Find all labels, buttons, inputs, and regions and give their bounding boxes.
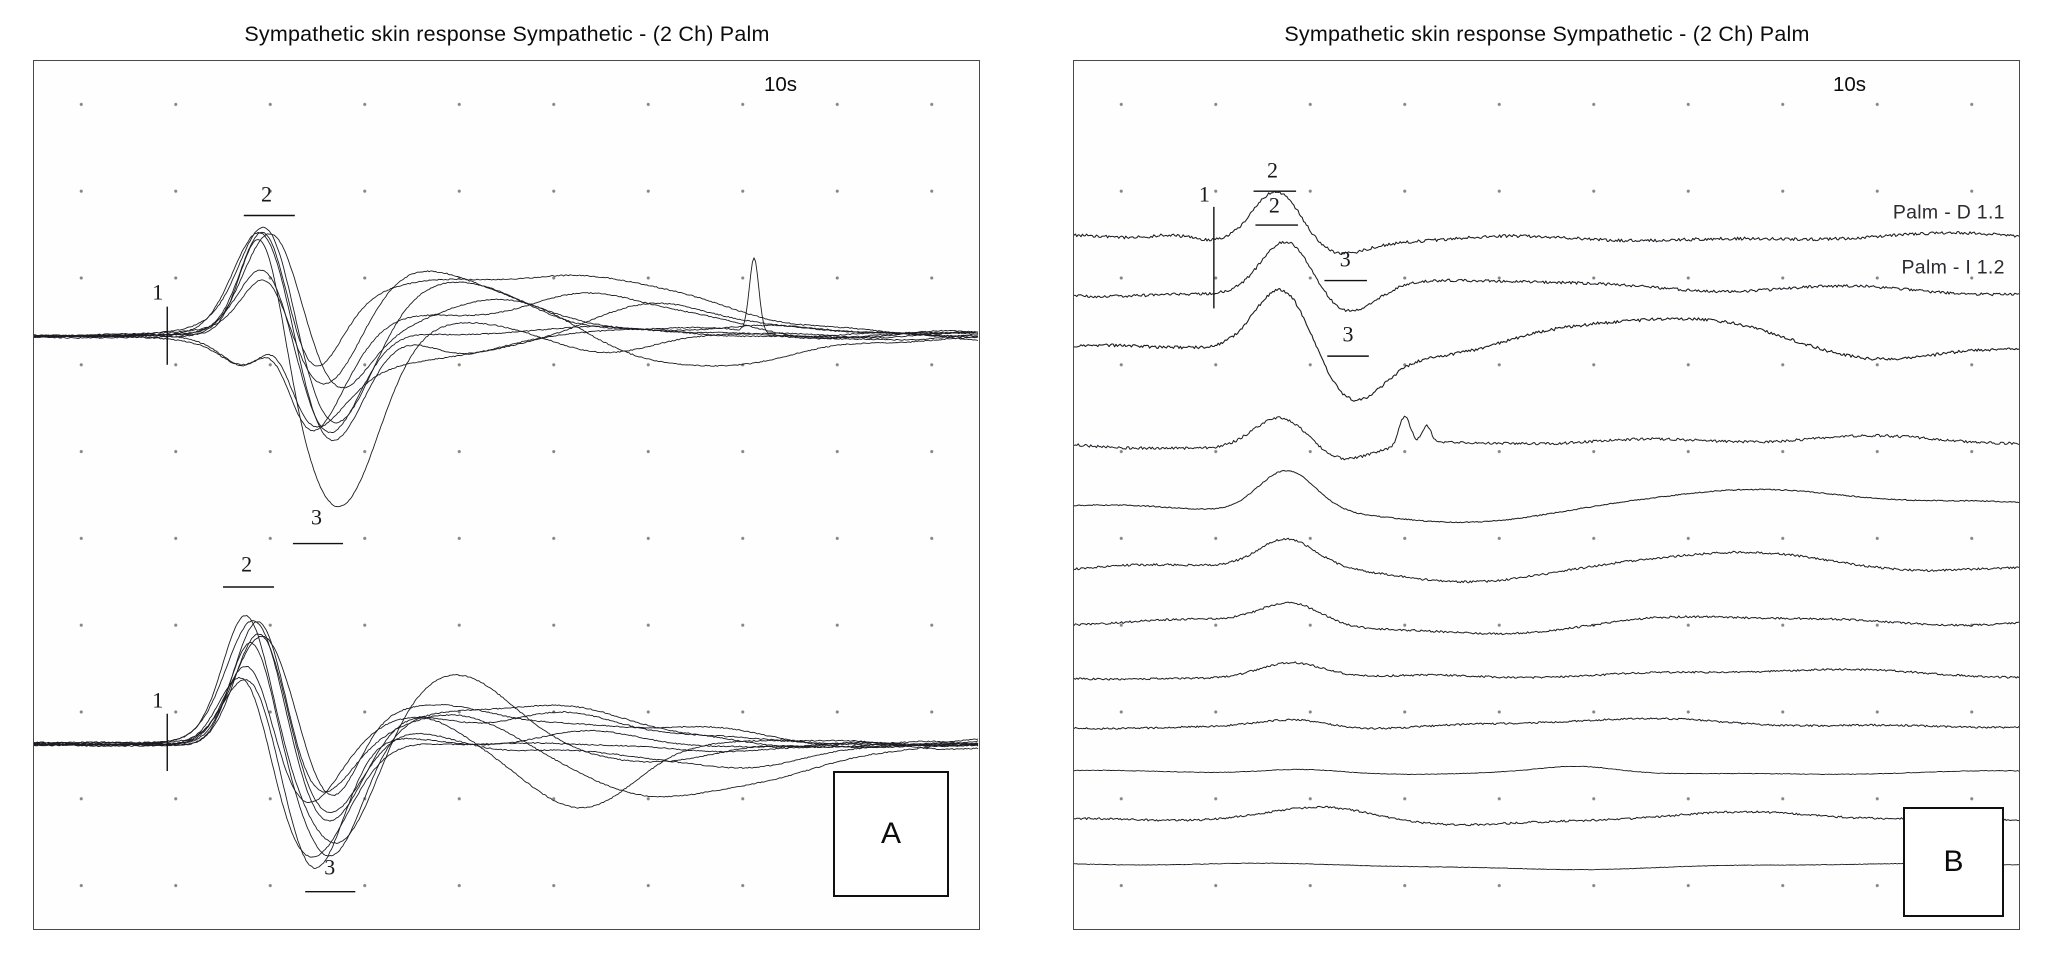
ssr-trace	[34, 666, 979, 804]
ssr-trace	[1074, 240, 2019, 312]
panel-A: Sympathetic skin response Sympathetic - …	[33, 14, 981, 930]
ssr-trace	[34, 270, 978, 385]
panel-B-letter: B	[1943, 845, 1964, 878]
ssr-trace	[1074, 537, 2019, 584]
ssr-trace	[1074, 470, 2019, 524]
ssr-trace	[34, 679, 979, 869]
panel-B-title: Sympathetic skin response Sympathetic - …	[1284, 22, 1810, 46]
ssr-trace	[34, 615, 979, 844]
ssr-trace	[34, 231, 979, 442]
panel-B-canvas	[1074, 190, 2019, 871]
ssr-trace	[34, 231, 979, 367]
ssr-trace	[34, 292, 979, 432]
ssr-trace	[34, 641, 979, 857]
ssr-trace	[1074, 288, 2019, 402]
ssr-trace	[1074, 415, 2019, 461]
ssr-trace	[1074, 805, 2019, 827]
ssr-trace	[34, 621, 979, 798]
panel-B: Sympathetic skin response Sympathetic - …	[1073, 14, 2021, 930]
ssr-trace	[34, 239, 979, 508]
ssr-trace	[1074, 862, 2019, 871]
panel-B-plot: 10s B 1 2 2 3 3 Palm - D 1.1 Palm - I 1.2	[1073, 60, 2020, 930]
panel-A-sweep-duration-label: 10s	[764, 73, 798, 96]
panel-B-sweep-duration-label: 10s	[1833, 73, 1867, 96]
panel-A-title: Sympathetic skin response Sympathetic - …	[244, 22, 770, 46]
panel-A-canvas	[34, 214, 979, 893]
ssr-trace	[1074, 765, 2019, 776]
ssr-trace	[34, 302, 979, 428]
ssr-trace	[34, 233, 979, 389]
ssr-trace	[34, 226, 979, 424]
panel-B-letter-box: B	[1903, 807, 2004, 917]
ssr-trace	[1074, 661, 2019, 681]
ssr-trace	[34, 633, 979, 814]
panel-A-letter-box: A	[833, 771, 949, 897]
ssr-trace	[1074, 190, 2019, 256]
ssr-trace	[1074, 601, 2019, 636]
ssr-trace	[1074, 717, 2019, 730]
ssr-trace	[34, 635, 979, 796]
panel-A-letter: A	[880, 817, 901, 850]
